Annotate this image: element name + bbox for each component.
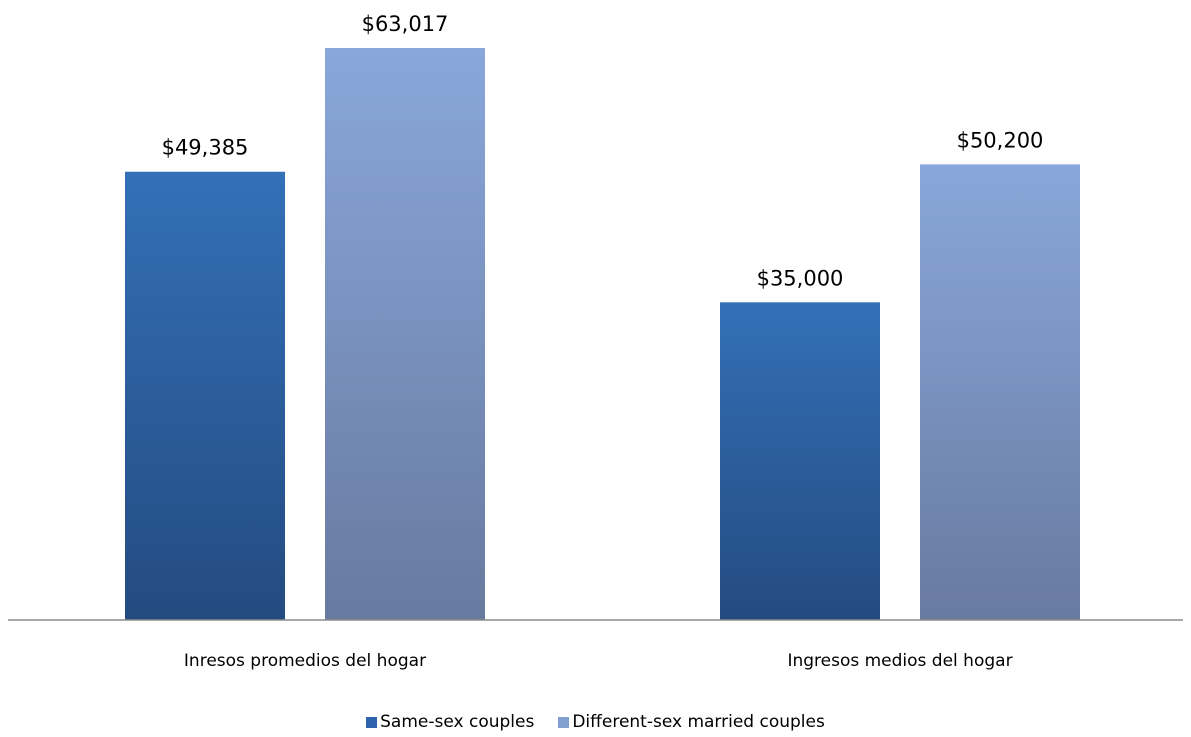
legend-label-1: Different-sex married couples: [572, 712, 825, 732]
bars-group: [125, 48, 1080, 620]
bar-s1-c0: [325, 48, 485, 620]
data-label-s1-c0: $63,017: [362, 12, 449, 36]
bar-s0-c1: [720, 302, 880, 620]
legend-label-0: Same-sex couples: [380, 712, 535, 732]
legend-item-0: Same-sex couples: [366, 712, 534, 732]
data-labels-group: $49,385 $63,017 $35,000 $50,200: [162, 12, 1044, 290]
legend-swatch-0: [366, 716, 378, 728]
bar-s1-c1: [920, 164, 1080, 620]
data-label-s0-c0: $49,385: [162, 136, 249, 160]
legend: Same-sex couples Different-sex married co…: [0, 712, 1191, 733]
x-tick-label-1: Ingresos medios del hogar: [787, 651, 1012, 671]
legend-swatch-1: [558, 716, 570, 728]
legend-item-1: Different-sex married couples: [558, 712, 825, 732]
bar-s0-c0: [125, 171, 285, 620]
x-tick-label-0: Inresos promedios del hogar: [184, 651, 426, 671]
x-tick-labels-group: Inresos promedios del hogar Ingresos medi…: [184, 651, 1013, 671]
data-label-s0-c1: $35,000: [757, 266, 844, 290]
data-label-s1-c1: $50,200: [957, 128, 1044, 152]
